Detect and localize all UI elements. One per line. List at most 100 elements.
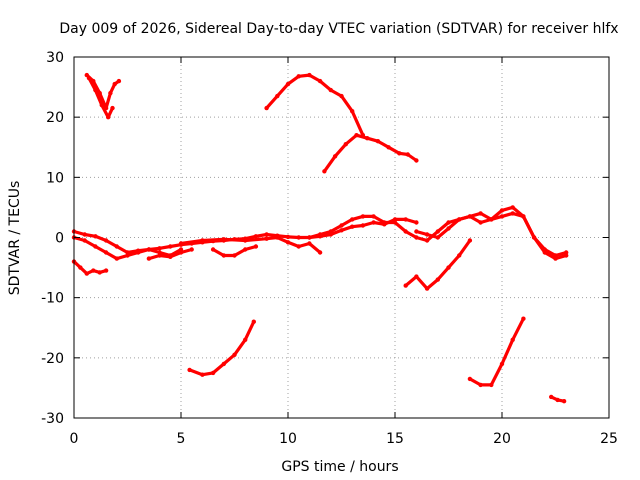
data-point [555, 397, 560, 403]
data-point [457, 253, 462, 258]
data-point [403, 283, 408, 288]
data-point [264, 236, 269, 241]
data-point [307, 241, 312, 246]
data-point [499, 214, 505, 219]
data-point [435, 277, 440, 282]
x-tick-label: 20 [493, 431, 511, 447]
data-point [110, 105, 115, 111]
trace-arc-c [265, 73, 365, 137]
grid-lines [74, 57, 609, 418]
data-point [200, 238, 205, 243]
data-point [339, 228, 344, 233]
data-point [157, 253, 162, 258]
data-point [253, 234, 259, 239]
data-point [210, 370, 216, 376]
data-point [405, 152, 410, 157]
y-tick-label: -30 [41, 411, 64, 427]
data-point [365, 136, 370, 141]
data-point [328, 229, 333, 234]
data-point [86, 75, 92, 81]
data-point [200, 372, 205, 377]
data-point [168, 254, 173, 259]
trace-arc-d [322, 133, 418, 173]
data-point [178, 250, 184, 255]
data-point [97, 270, 102, 275]
data-point [446, 226, 451, 231]
data-point [210, 247, 216, 252]
data-point [435, 229, 440, 234]
data-point [253, 244, 259, 249]
data-point [317, 250, 323, 255]
data-point [243, 238, 248, 243]
data-point [446, 220, 451, 225]
data-point [360, 214, 366, 219]
data-point [78, 265, 83, 270]
data-point [116, 78, 122, 84]
data-point [350, 109, 355, 114]
data-point [446, 265, 451, 270]
data-point [499, 361, 505, 367]
data-point [510, 211, 515, 216]
data-point [243, 337, 248, 342]
data-point [285, 81, 291, 87]
data-point [510, 337, 515, 342]
data-point [114, 244, 120, 249]
y-axis-label: SDTVAR / TECUs [7, 181, 23, 296]
data-point [542, 247, 547, 252]
data-point [93, 244, 98, 249]
data-point [350, 224, 355, 229]
data-traces [71, 72, 569, 404]
data-point [549, 394, 554, 400]
x-tick-label: 0 [70, 431, 79, 447]
data-point [275, 93, 280, 99]
data-point [146, 256, 152, 261]
y-tick-label: 10 [46, 170, 64, 186]
data-point [392, 217, 398, 222]
data-point [343, 142, 348, 147]
data-point [403, 217, 408, 222]
data-point [187, 367, 192, 373]
data-point [414, 274, 419, 279]
trace-arc-n [188, 320, 256, 377]
data-point [317, 78, 323, 84]
data-point [510, 205, 515, 210]
data-point [307, 72, 312, 78]
data-point [478, 220, 483, 225]
data-point [296, 74, 301, 79]
data-point [531, 235, 537, 240]
data-point [82, 238, 87, 243]
data-point [371, 220, 376, 225]
data-point [339, 93, 344, 99]
data-point [91, 268, 96, 273]
data-point [103, 268, 109, 273]
data-point [467, 376, 473, 382]
data-point [371, 214, 376, 219]
data-point [414, 229, 419, 234]
data-point [103, 238, 109, 243]
data-point [296, 244, 301, 249]
data-point [221, 253, 226, 258]
data-point [112, 81, 117, 87]
chart-title: Day 009 of 2026, Sidereal Day-to-day VTE… [59, 21, 618, 37]
data-point [178, 241, 184, 246]
trace-arc-g [179, 235, 322, 255]
data-point [424, 238, 430, 243]
data-point [221, 361, 226, 367]
y-tick-label: 30 [46, 50, 64, 66]
data-point [285, 240, 291, 245]
y-tick-label: -20 [41, 351, 64, 367]
data-point [350, 217, 355, 222]
data-point [106, 115, 111, 120]
data-point [189, 247, 194, 252]
data-point [521, 316, 526, 321]
x-tick-label: 10 [279, 431, 297, 447]
data-point [243, 247, 248, 252]
data-point [232, 253, 237, 258]
data-point [82, 232, 87, 237]
data-point [467, 214, 473, 219]
data-point [489, 382, 494, 388]
data-point [354, 133, 359, 138]
y-axis-ticks: -30 -20 -10 0 10 20 30 [41, 50, 609, 427]
data-point [221, 237, 226, 242]
data-point [232, 352, 237, 357]
